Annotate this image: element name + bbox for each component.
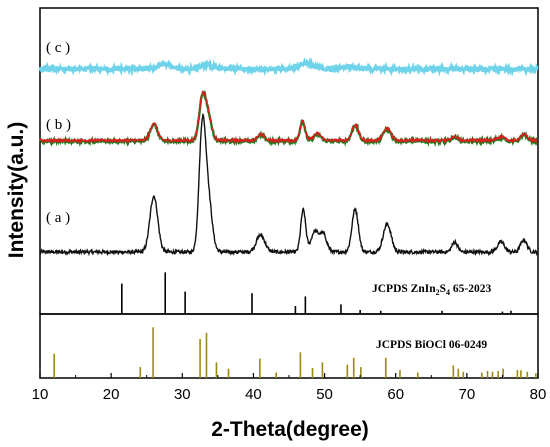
x-axis-label: 2-Theta(degree) <box>211 418 369 441</box>
x-axis-ticks: 10 20 30 40 50 60 70 80 <box>32 373 547 403</box>
reference-label-biocl: JCPDS BiOCl 06-0249 <box>376 339 487 351</box>
pattern-line-a <box>39 112 538 257</box>
reference-sticks <box>53 272 537 378</box>
diffraction-patterns <box>38 57 539 257</box>
pattern-line-b <box>39 90 538 145</box>
pattern-line-c <box>38 57 539 77</box>
x-tick-label: 30 <box>174 386 191 403</box>
series-label-b: ( b ) <box>46 117 71 133</box>
reference-label-znin2s4: JCPDS ZnIn2S4 65-2023 <box>372 283 491 297</box>
upper-plot-frame <box>39 7 539 315</box>
y-axis-label: Intensity(a.u.) <box>5 122 28 259</box>
pattern-line-b-baseline <box>39 90 538 148</box>
series-label-c: ( c ) <box>46 40 70 56</box>
x-tick-label: 80 <box>530 386 547 403</box>
x-tick-label: 20 <box>103 386 120 403</box>
x-tick-label: 10 <box>32 386 49 403</box>
x-tick-label: 60 <box>387 386 404 403</box>
x-tick-label: 50 <box>316 386 333 403</box>
series-label-a: ( a ) <box>46 210 70 226</box>
x-tick-label: 40 <box>245 386 262 403</box>
x-tick-label: 70 <box>459 386 476 403</box>
